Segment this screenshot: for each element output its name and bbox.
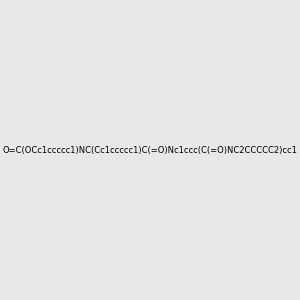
Text: O=C(OCc1ccccc1)NC(Cc1ccccc1)C(=O)Nc1ccc(C(=O)NC2CCCCC2)cc1: O=C(OCc1ccccc1)NC(Cc1ccccc1)C(=O)Nc1ccc(… bbox=[3, 146, 297, 154]
